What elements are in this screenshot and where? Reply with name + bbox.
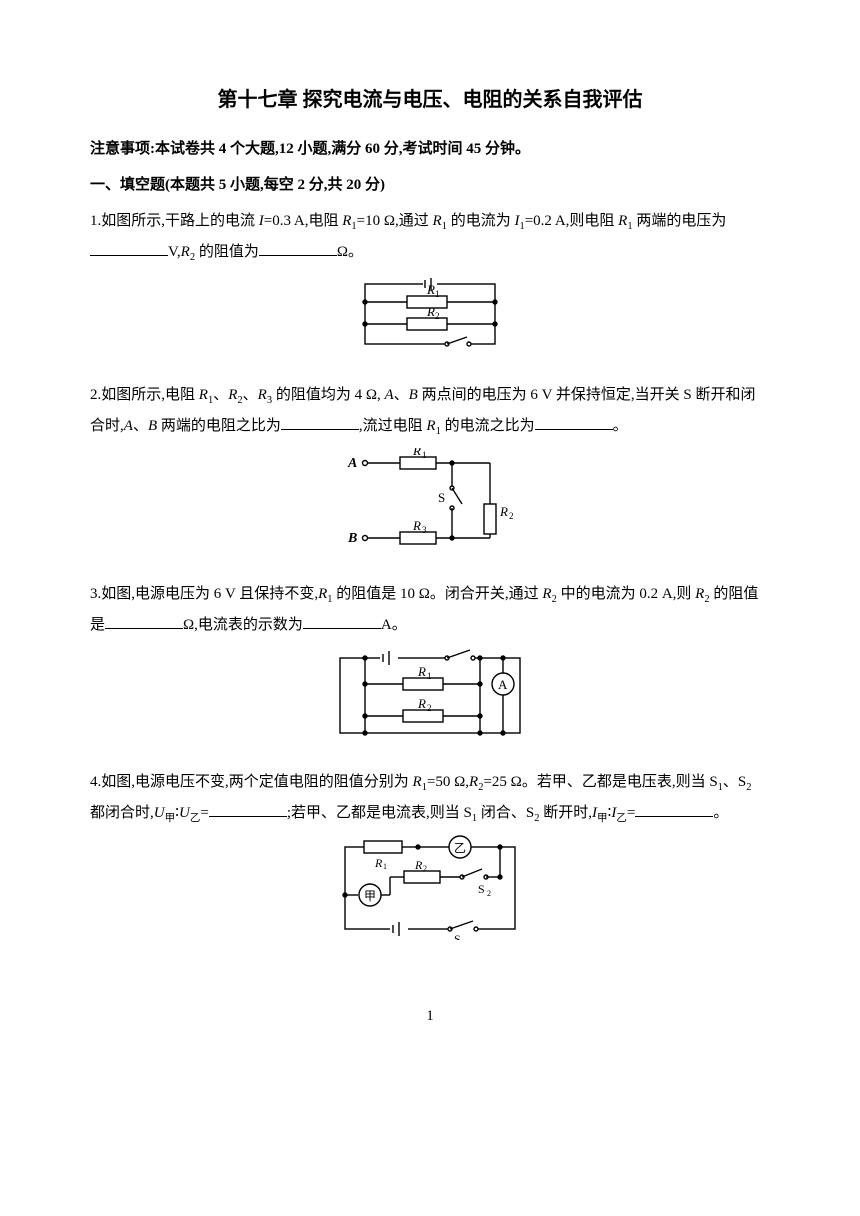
question-1: 1.如图所示,干路上的电流 I=0.3 A,电阻 R1=10 Ω,通过 R1 的… (90, 206, 770, 268)
svg-text:乙: 乙 (454, 841, 466, 855)
svg-text:R: R (414, 858, 423, 872)
svg-text:3: 3 (422, 525, 427, 535)
svg-text:R: R (426, 304, 435, 319)
q3-blank-1[interactable] (105, 613, 183, 629)
svg-text:R: R (417, 664, 426, 679)
svg-text:1: 1 (463, 939, 467, 940)
svg-text:2: 2 (423, 864, 427, 873)
exam-notice: 注意事项:本试卷共 4 个大题,12 小题,满分 60 分,考试时间 45 分钟… (90, 134, 770, 164)
figure-3: R1 R2 A (90, 646, 770, 757)
svg-text:甲: 甲 (364, 889, 376, 903)
question-3: 3.如图,电源电压为 6 V 且保持不变,R1 的阻值是 10 Ω。闭合开关,通… (90, 579, 770, 640)
q1-blank-1[interactable] (90, 240, 168, 256)
svg-text:S: S (454, 932, 461, 940)
q1-text: 1.如图所示,干路上的电流 (90, 213, 259, 229)
q1-blank-2[interactable] (259, 240, 337, 256)
page-number: 1 (90, 1001, 770, 1031)
svg-text:A: A (498, 677, 508, 692)
svg-text:1: 1 (422, 450, 427, 460)
svg-text:R: R (499, 504, 508, 519)
question-4: 4.如图,电源电压不变,两个定值电阻的阻值分别为 R1=50 Ω,R2=25 Ω… (90, 767, 770, 829)
figure-4: R1 R2 乙 甲 S2 S1 (90, 835, 770, 951)
svg-text:R: R (374, 856, 383, 870)
svg-text:2: 2 (509, 511, 514, 521)
question-2: 2.如图所示,电阻 R1、R2、R3 的阻值均为 4 Ω, A、B 两点间的电压… (90, 380, 770, 442)
q3-blank-2[interactable] (303, 613, 381, 629)
svg-text:B: B (347, 531, 357, 546)
q2-blank-1[interactable] (281, 414, 359, 430)
svg-text:S: S (438, 490, 445, 505)
q4-blank-1[interactable] (209, 801, 287, 817)
page-title: 第十七章 探究电流与电压、电阻的关系自我评估 (90, 80, 770, 120)
svg-text:1: 1 (435, 289, 440, 299)
q2-blank-2[interactable] (535, 414, 613, 430)
section-1-heading: 一、填空题(本题共 5 小题,每空 2 分,共 20 分) (90, 170, 770, 200)
figure-1: R1 R2 (90, 274, 770, 370)
svg-text:R: R (426, 282, 435, 297)
svg-text:2: 2 (435, 311, 440, 321)
svg-text:R: R (412, 448, 421, 458)
svg-text:2: 2 (427, 703, 432, 713)
figure-2: A B R1 R2 R3 S (90, 448, 770, 569)
svg-text:1: 1 (427, 671, 432, 681)
svg-text:R: R (412, 518, 421, 533)
q4-blank-2[interactable] (635, 801, 713, 817)
svg-text:2: 2 (487, 889, 491, 898)
svg-text:A: A (347, 456, 357, 471)
svg-text:1: 1 (383, 862, 387, 871)
svg-text:R: R (417, 696, 426, 711)
svg-text:S: S (478, 882, 485, 896)
